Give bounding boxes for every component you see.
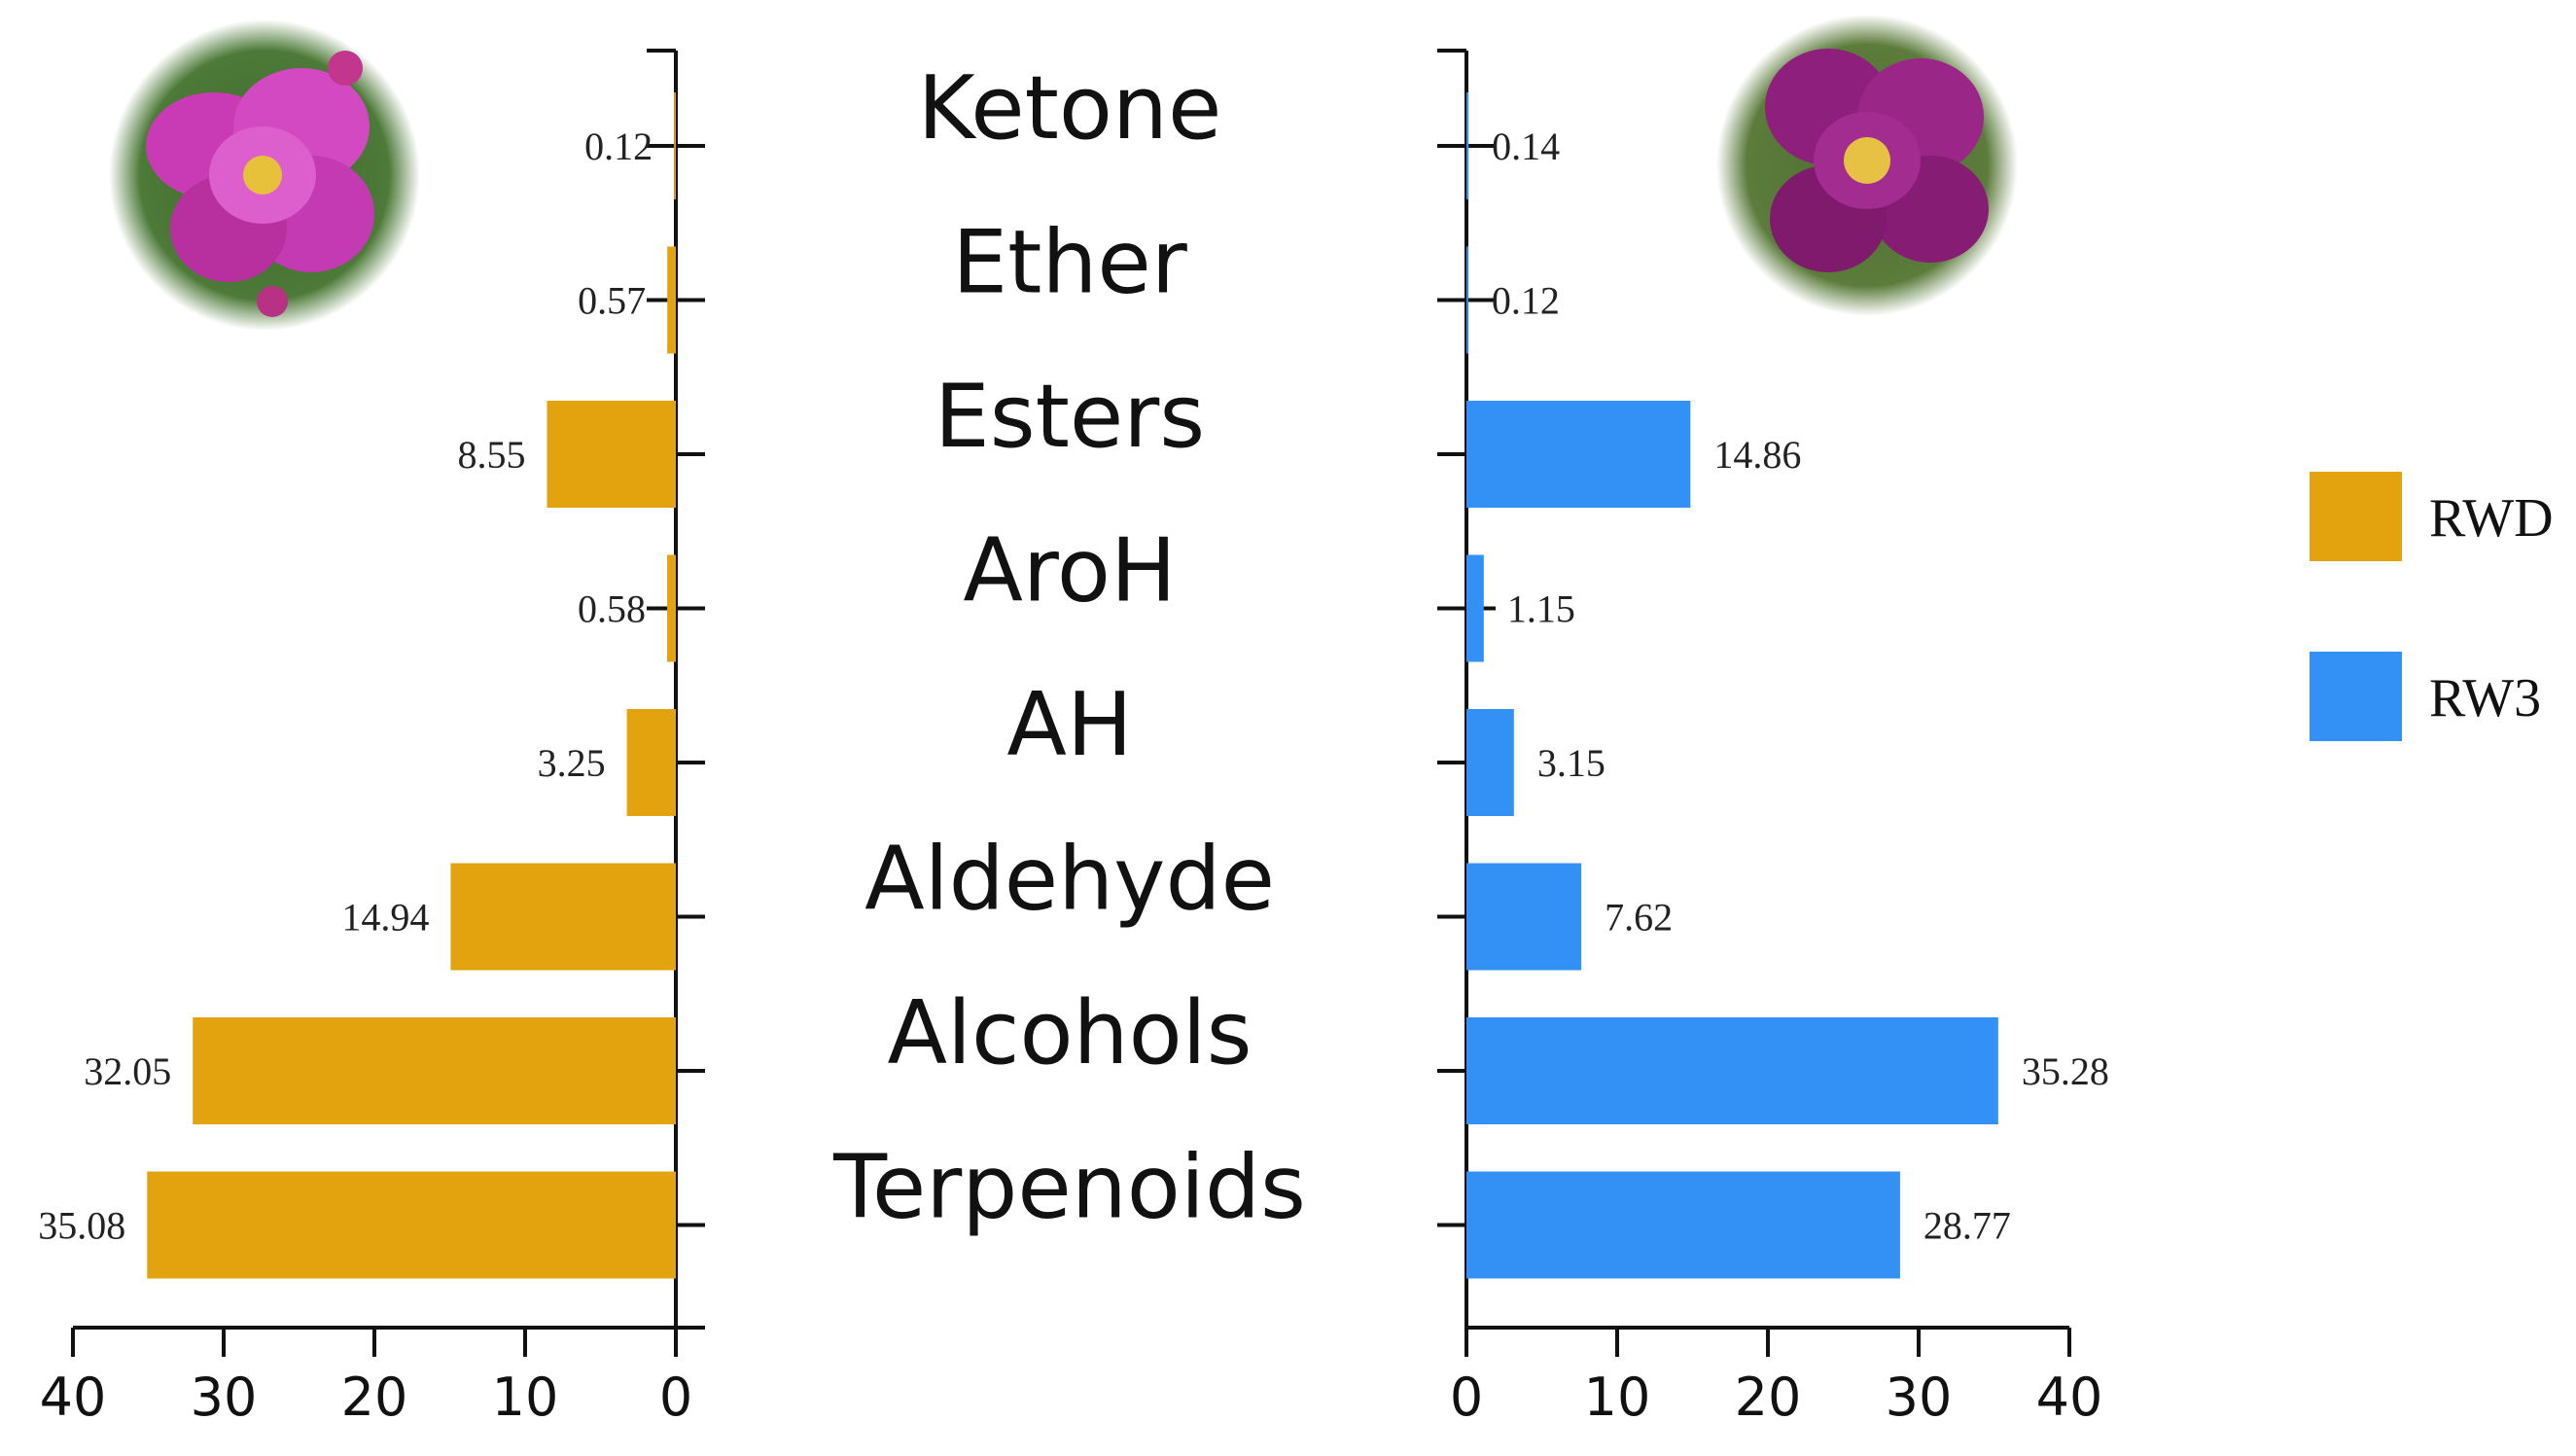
rwd-value-label: 0.58	[578, 587, 646, 631]
legend-swatch-rwd	[2310, 472, 2402, 561]
rwd-value-label: 0.57	[578, 279, 646, 323]
legend-swatch-rw3	[2310, 652, 2402, 741]
left-x-tick-label: 0	[659, 1367, 692, 1428]
category-label: Terpenoids	[832, 1137, 1306, 1239]
rwd-bar	[667, 246, 676, 354]
rwd-value-label: 32.05	[84, 1049, 171, 1093]
rw3-value-label: 35.28	[2022, 1049, 2109, 1093]
rw3-bar	[1466, 1171, 1900, 1279]
right-x-tick-label: 40	[2036, 1367, 2103, 1428]
rwd-value-label: 0.12	[584, 124, 653, 168]
left-x-tick-label: 40	[40, 1367, 107, 1428]
rwd-series: 0.12 0.57 8.55 0.58 3.25 14.94 32.05 35.08	[38, 92, 676, 1279]
left-x-tick-label: 30	[191, 1367, 258, 1428]
rw3-bar	[1466, 246, 1468, 354]
category-label: AroH	[963, 520, 1176, 622]
right-x-tick-label: 30	[1886, 1367, 1953, 1428]
right-x-tick-label: 10	[1584, 1367, 1651, 1428]
rwd-bar	[547, 401, 676, 508]
category-labels: Ketone Ether Esters AroH AH Aldehyde Alcohols T…	[832, 57, 1306, 1239]
rwd-bar	[147, 1171, 676, 1279]
rwd-value-label: 14.94	[341, 896, 429, 940]
right-x-tick-label: 20	[1735, 1367, 1802, 1428]
rwd-value-label: 35.08	[38, 1204, 125, 1248]
category-label: Alcohols	[887, 982, 1252, 1084]
rw3-series: 0.14 0.12 14.86 1.15 3.15 7.62 35.28 28.77	[1466, 92, 2109, 1279]
rwd-bar	[667, 554, 676, 662]
category-label: Ether	[952, 212, 1187, 314]
rw3-bar	[1466, 401, 1691, 508]
rw3-value-label: 7.62	[1605, 896, 1673, 940]
left-flower-photo	[109, 19, 420, 331]
rwd-bar	[626, 709, 676, 816]
category-label: Ketone	[918, 57, 1222, 160]
rw3-bar	[1466, 709, 1514, 816]
rw3-bar	[1466, 92, 1469, 199]
left-x-tick-label: 20	[341, 1367, 408, 1428]
category-label: Esters	[935, 366, 1205, 468]
rw3-value-label: 0.12	[1492, 279, 1560, 323]
rwd-value-label: 3.25	[538, 741, 606, 785]
legend: RWD RW3	[2310, 472, 2554, 741]
left-x-tick-label: 10	[492, 1367, 559, 1428]
rw3-value-label: 28.77	[1923, 1204, 2011, 1248]
rwd-value-label: 8.55	[457, 433, 525, 477]
rw3-value-label: 0.14	[1492, 124, 1560, 168]
legend-label-rw3: RW3	[2429, 668, 2541, 728]
rw3-value-label: 3.15	[1537, 741, 1606, 785]
legend-label-rwd: RWD	[2429, 488, 2554, 549]
rwd-bar	[193, 1017, 676, 1124]
rw3-value-label: 1.15	[1507, 587, 1575, 631]
right-x-tick-label: 0	[1450, 1367, 1483, 1428]
rw3-bar	[1466, 1017, 1998, 1124]
rw3-bar	[1466, 554, 1484, 662]
rwd-bar	[674, 92, 676, 199]
rw3-value-label: 14.86	[1713, 433, 1801, 477]
rw3-bar	[1466, 863, 1582, 971]
category-label: Aldehyde	[865, 829, 1275, 931]
rwd-bar	[450, 863, 676, 971]
category-label: AH	[1006, 674, 1132, 776]
right-flower-photo	[1716, 15, 2018, 316]
